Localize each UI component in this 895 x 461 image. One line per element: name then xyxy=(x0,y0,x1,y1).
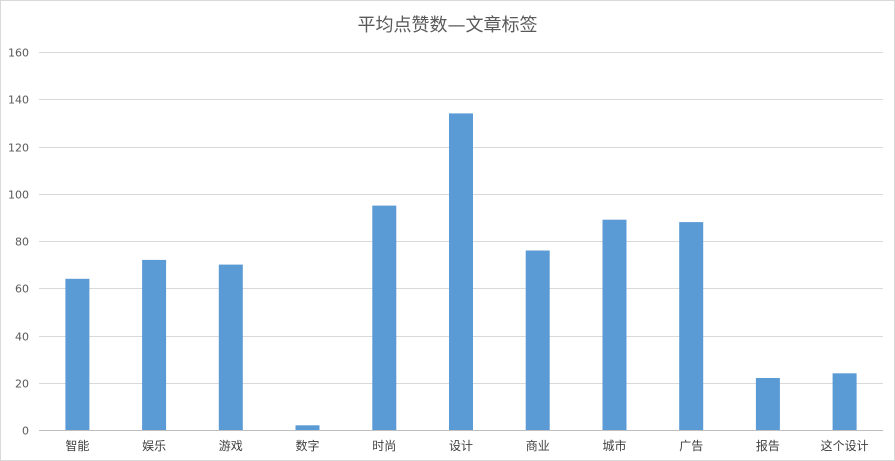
x-category-label-3: 游戏 xyxy=(219,439,243,453)
bar-6 xyxy=(449,113,473,431)
y-tick-label-100: 100 xyxy=(8,189,29,202)
x-category-label-4: 数字 xyxy=(295,438,319,453)
bar-11 xyxy=(832,373,857,430)
bar-5 xyxy=(372,205,397,430)
y-tick-label-120: 120 xyxy=(8,142,29,155)
y-tick-label-0: 0 xyxy=(22,425,29,438)
bar-1 xyxy=(65,278,90,430)
bar-10 xyxy=(755,378,780,430)
x-category-label-11: 这个设计 xyxy=(821,438,869,453)
bar-7 xyxy=(525,250,550,430)
x-category-label-8: 城市 xyxy=(602,438,626,453)
x-category-label-2: 娱乐 xyxy=(142,439,166,453)
chart-title: 平均点赞数—文章标签 xyxy=(357,15,538,36)
bar-3 xyxy=(218,264,243,430)
y-tick-label-40: 40 xyxy=(15,331,29,344)
x-category-label-9: 广告 xyxy=(679,439,703,453)
bar-8 xyxy=(602,219,627,430)
x-category-label-6: 设计 xyxy=(449,439,473,453)
y-tick-label-80: 80 xyxy=(15,236,29,249)
bar-9 xyxy=(679,222,704,430)
y-tick-label-20: 20 xyxy=(15,378,29,391)
y-tick-label-60: 60 xyxy=(15,283,29,296)
x-category-label-5: 时尚 xyxy=(372,439,396,453)
bar-4 xyxy=(295,425,320,430)
x-category-label-7: 商业 xyxy=(526,438,550,453)
bar-2 xyxy=(142,259,167,430)
x-category-label-1: 智能 xyxy=(65,438,89,453)
y-tick-label-160: 160 xyxy=(8,47,29,60)
x-category-label-10: 报告 xyxy=(756,438,780,453)
y-tick-label-140: 140 xyxy=(8,94,29,107)
